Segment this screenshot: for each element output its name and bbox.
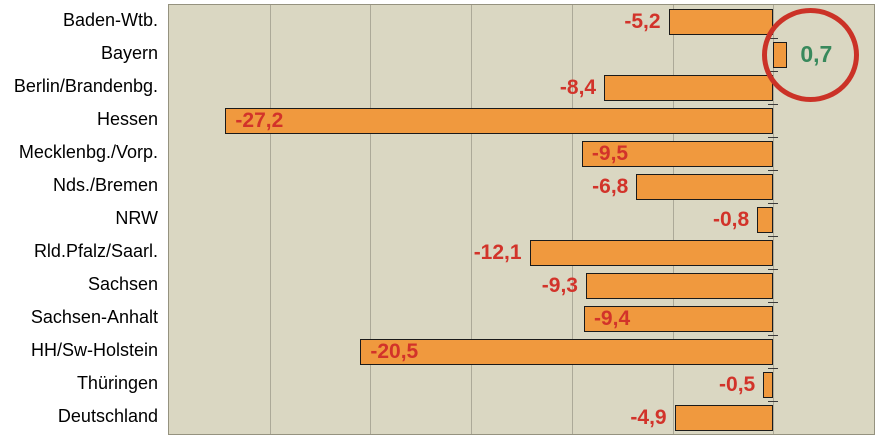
category-label: HH/Sw-Holstein <box>30 340 158 360</box>
axis-tick <box>768 235 779 237</box>
category-axis: Baden-Wtb. Bayern Berlin/Brandenbg. Hessen M… <box>0 4 158 435</box>
category-label: Nds./Bremen <box>52 175 158 195</box>
bar <box>583 305 774 332</box>
bar <box>529 239 774 266</box>
value-label: -6,8 <box>592 174 629 198</box>
value-label: -5,2 <box>624 9 661 33</box>
category-label: Berlin/Brandenbg. <box>13 76 158 96</box>
axis-tick <box>768 268 779 270</box>
value-label: -9,4 <box>593 306 631 330</box>
category-label: Deutschland <box>57 406 158 426</box>
bar <box>585 272 774 299</box>
value-label: -8,4 <box>559 75 597 99</box>
bar <box>581 140 774 167</box>
gridline <box>370 5 372 434</box>
plot-area: -5,2 0,7 -8,4 -27,2 -9,5 -6,8 -0,8 -12,1 -9,3 -9,… <box>168 4 875 435</box>
value-label: -9,5 <box>591 141 629 165</box>
highlight-circle-annotation <box>762 8 859 102</box>
gridline <box>471 5 473 434</box>
bar <box>757 206 774 233</box>
axis-tick <box>768 334 779 336</box>
category-label: NRW <box>115 208 158 228</box>
bar <box>636 173 774 200</box>
category-label: Mecklenbg./Vorp. <box>18 142 158 162</box>
axis-tick <box>768 136 779 138</box>
axis-tick <box>768 400 779 402</box>
value-label: -9,3 <box>541 273 578 297</box>
gridline <box>571 5 573 434</box>
category-label: Sachsen <box>87 274 158 294</box>
value-label: -4,9 <box>630 405 667 429</box>
category-label: Baden-Wtb. <box>62 10 158 30</box>
axis-tick <box>768 169 779 171</box>
bar <box>225 107 774 134</box>
axis-tick <box>768 367 779 369</box>
value-label: -0,5 <box>719 372 756 396</box>
value-label: -27,2 <box>235 108 284 132</box>
bar <box>763 371 774 398</box>
axis-tick <box>768 103 779 105</box>
value-label: -0,8 <box>712 207 750 231</box>
axis-tick <box>768 301 779 303</box>
value-label: -20,5 <box>370 339 419 363</box>
category-label: Sachsen-Anhalt <box>30 307 158 327</box>
category-label: Rld.Pfalz/Saarl. <box>33 241 158 261</box>
category-label: Bayern <box>100 43 158 63</box>
gridline <box>773 5 775 434</box>
bar <box>360 338 774 365</box>
gridline <box>672 5 674 434</box>
bar <box>604 74 774 101</box>
bar <box>674 404 774 431</box>
gridline <box>269 5 271 434</box>
category-label: Hessen <box>96 109 158 129</box>
bar <box>668 8 774 35</box>
value-label: -12,1 <box>473 240 522 264</box>
category-label: Thüringen <box>76 373 158 393</box>
axis-tick <box>768 202 779 204</box>
